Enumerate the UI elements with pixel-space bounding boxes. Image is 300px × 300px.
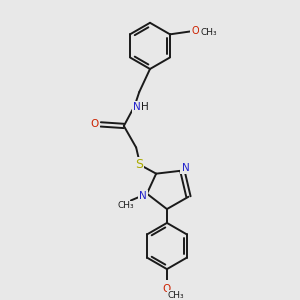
Text: N: N	[182, 163, 189, 172]
Text: O: O	[191, 26, 199, 36]
Text: CH₃: CH₃	[200, 28, 217, 37]
Text: N: N	[140, 191, 147, 201]
Text: CH₃: CH₃	[168, 291, 184, 300]
Text: S: S	[135, 158, 143, 171]
Text: O: O	[91, 119, 99, 129]
Text: N: N	[133, 103, 141, 112]
Text: CH₃: CH₃	[117, 202, 134, 211]
Text: H: H	[141, 103, 148, 112]
Text: O: O	[163, 284, 171, 294]
